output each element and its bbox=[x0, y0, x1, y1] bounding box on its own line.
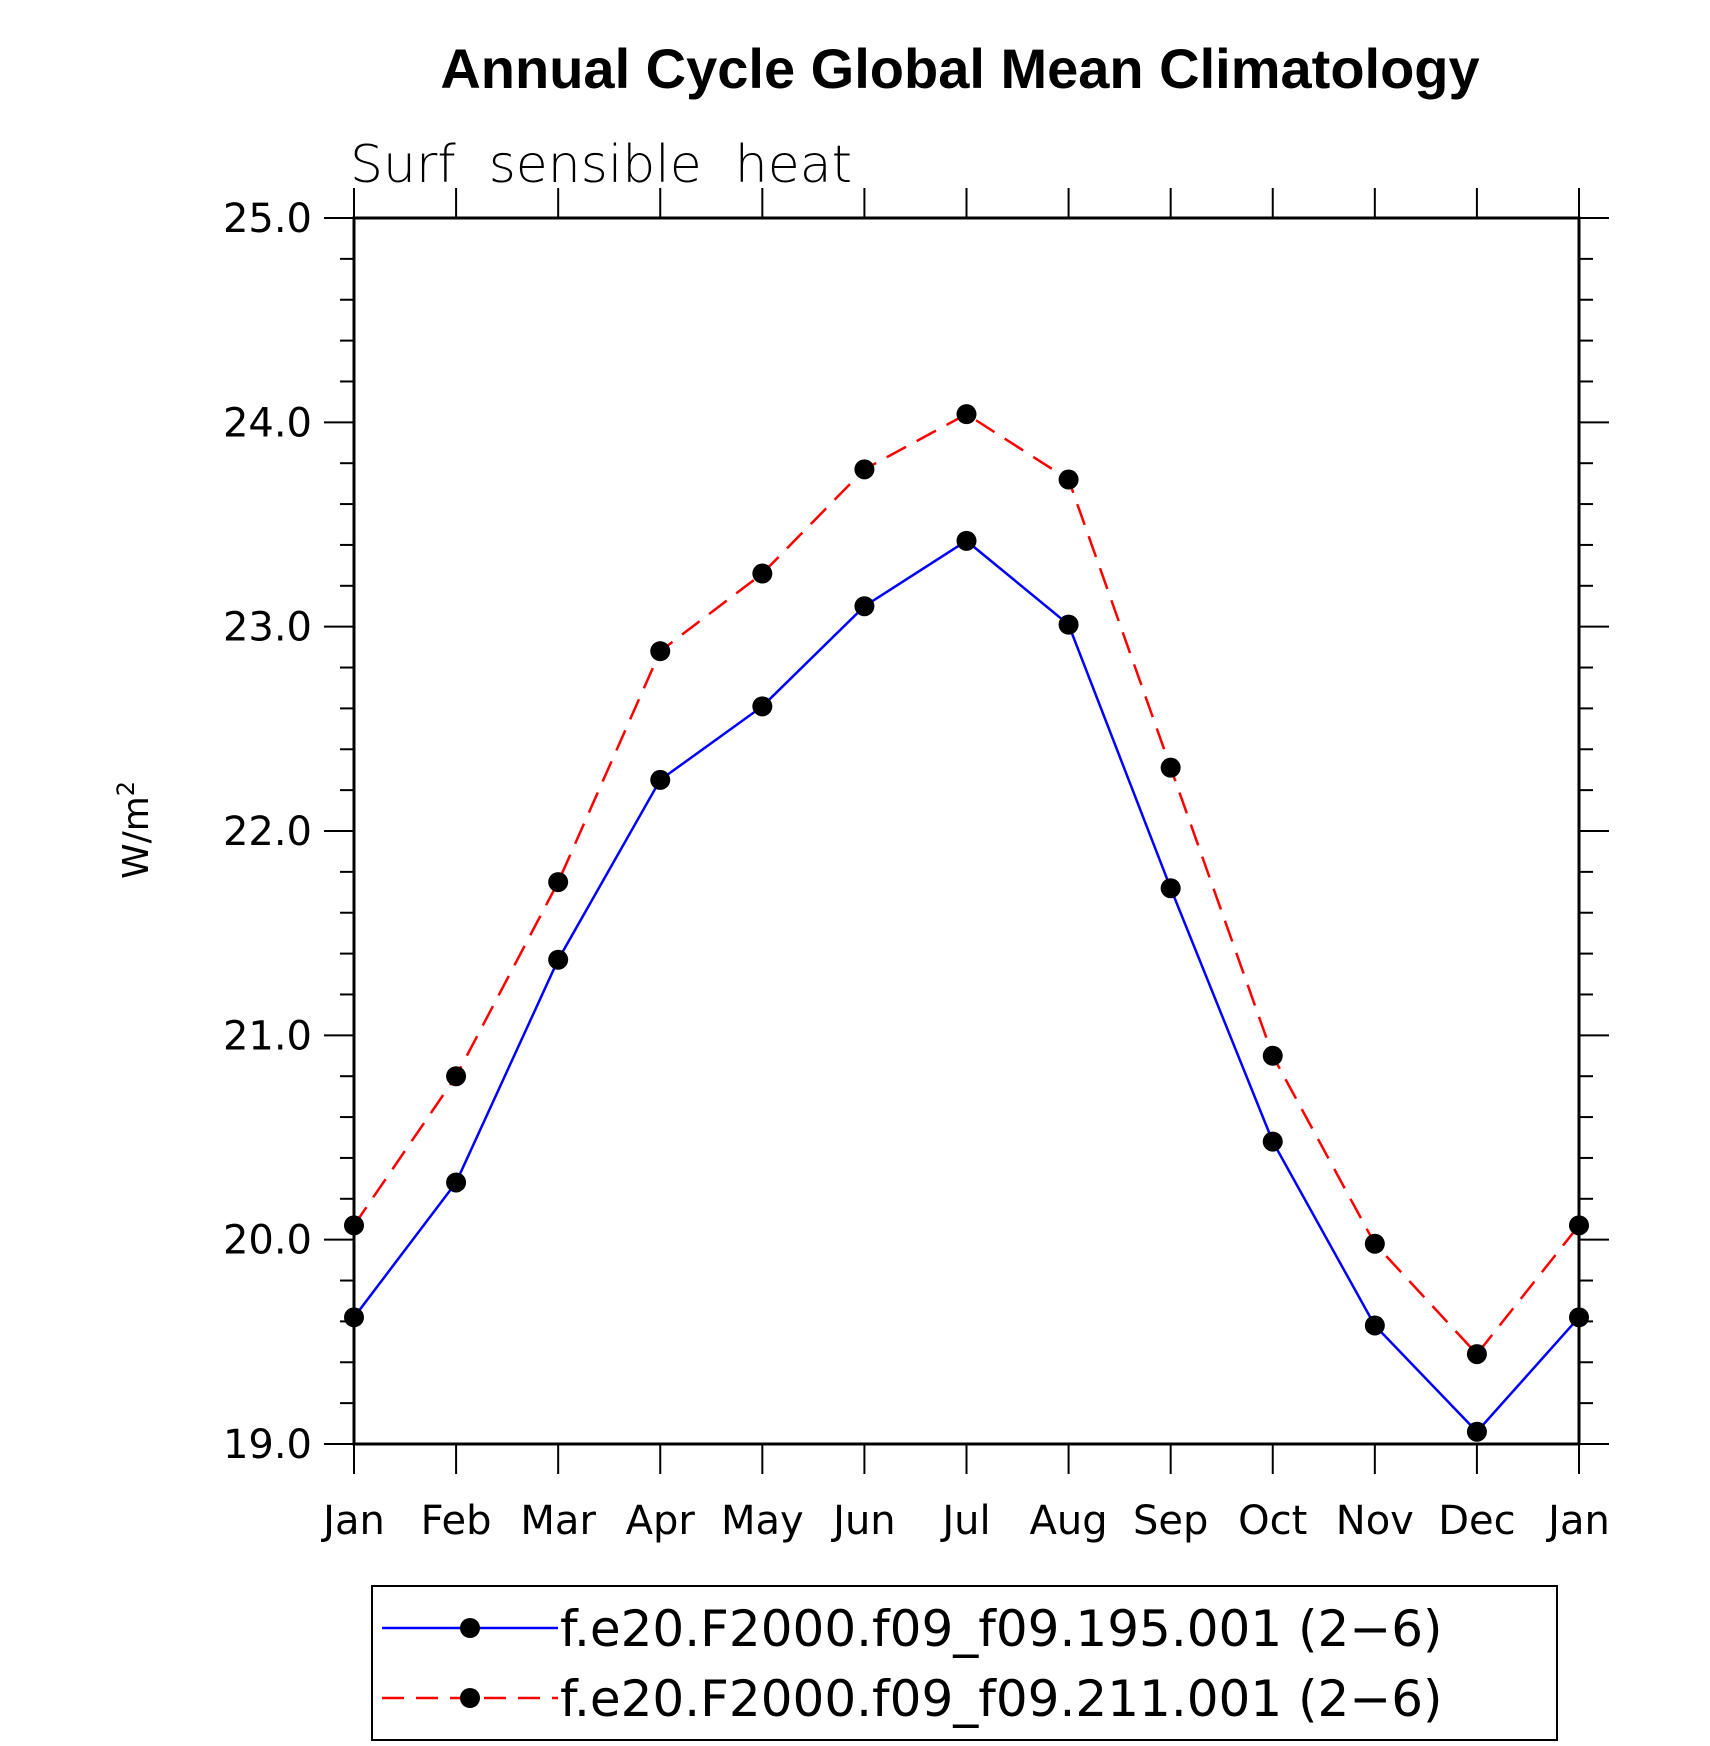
axis-ticks bbox=[324, 188, 1609, 1474]
y-tick-label: 25.0 bbox=[223, 196, 312, 242]
legend-box bbox=[371, 1585, 1558, 1741]
data-point-series-2 bbox=[752, 563, 773, 584]
y-tick-labels: 19.0 20.0 21.0 22.0 23.0 24.0 25.0 bbox=[223, 196, 312, 1468]
data-point-series-2 bbox=[1160, 757, 1181, 778]
data-point-series-2 bbox=[446, 1066, 467, 1087]
x-tick-label: Dec bbox=[1438, 1498, 1515, 1544]
plot-frame bbox=[352, 216, 1581, 1446]
y-tick-label: 22.0 bbox=[223, 809, 312, 855]
series-line-2 bbox=[352, 412, 1580, 1357]
x-tick-label: Feb bbox=[421, 1498, 492, 1544]
chart-title: Annual Cycle Global Mean Climatology bbox=[440, 37, 1479, 100]
x-tick-label: Nov bbox=[1336, 1498, 1414, 1544]
data-point-series-2 bbox=[1262, 1045, 1283, 1066]
data-point-series-2 bbox=[1466, 1344, 1487, 1365]
legend-label-2: f.e20.F2000.f09_f09.211.001 (2−6) bbox=[560, 1670, 1443, 1728]
data-point-series-1 bbox=[446, 1172, 467, 1193]
data-point-series-2 bbox=[854, 459, 875, 480]
y-tick-label: 20.0 bbox=[223, 1218, 312, 1264]
data-point-series-1 bbox=[1160, 878, 1181, 899]
x-tick-label: May bbox=[721, 1498, 804, 1544]
chart-subtitle: Surf sensible heat bbox=[350, 135, 852, 195]
y-axis-label-text: W/m bbox=[116, 796, 157, 879]
x-tick-label: Sep bbox=[1133, 1498, 1208, 1544]
data-point-series-1 bbox=[1466, 1421, 1487, 1442]
data-point-series-1 bbox=[650, 769, 671, 790]
y-tick-label: 21.0 bbox=[223, 1013, 312, 1059]
data-point-series-2 bbox=[1058, 469, 1079, 490]
x-tick-label: Mar bbox=[520, 1498, 596, 1544]
x-tick-label: Jun bbox=[830, 1498, 896, 1544]
x-tick-label: Apr bbox=[626, 1498, 696, 1544]
y-axis-label-superscript: 2 bbox=[112, 781, 140, 796]
legend-marker-2 bbox=[460, 1688, 480, 1708]
legend-entries: f.e20.F2000.f09_f09.195.001 (2−6) f.e20.F… bbox=[382, 1600, 1443, 1728]
x-tick-label: Aug bbox=[1030, 1498, 1108, 1544]
y-tick-label: 23.0 bbox=[223, 605, 312, 651]
series-markers bbox=[344, 404, 1589, 1442]
legend: f.e20.F2000.f09_f09.195.001 (2−6) f.e20.F… bbox=[371, 1585, 1558, 1741]
data-point-series-1 bbox=[854, 596, 875, 617]
x-tick-label: Jan bbox=[1545, 1498, 1610, 1544]
data-point-series-2 bbox=[650, 641, 671, 662]
legend-marker-1 bbox=[460, 1618, 480, 1638]
data-point-series-1 bbox=[1262, 1131, 1283, 1152]
data-point-series-1 bbox=[548, 949, 569, 970]
data-point-series-1 bbox=[752, 696, 773, 717]
data-point-series-1 bbox=[1058, 614, 1079, 635]
x-tick-label: Oct bbox=[1238, 1498, 1307, 1544]
data-point-series-2 bbox=[1364, 1233, 1385, 1254]
x-tick-label: Jan bbox=[320, 1498, 385, 1544]
x-tick-labels: Jan Feb Mar Apr May Jun Jul Aug Sep Oct Nov Dec Jan bbox=[320, 1498, 1610, 1544]
data-point-series-2 bbox=[956, 404, 977, 425]
y-tick-label: 24.0 bbox=[223, 400, 312, 446]
x-tick-label: Jul bbox=[939, 1498, 990, 1544]
y-tick-label: 19.0 bbox=[223, 1422, 312, 1468]
y-axis-label: W/m2 bbox=[112, 781, 157, 879]
data-point-series-1 bbox=[956, 530, 977, 551]
data-point-series-1 bbox=[1364, 1315, 1385, 1336]
series-lines bbox=[352, 412, 1580, 1434]
legend-label-1: f.e20.F2000.f09_f09.195.001 (2−6) bbox=[560, 1600, 1443, 1658]
series-line-1 bbox=[353, 539, 1580, 1434]
data-point-series-2 bbox=[548, 872, 569, 893]
